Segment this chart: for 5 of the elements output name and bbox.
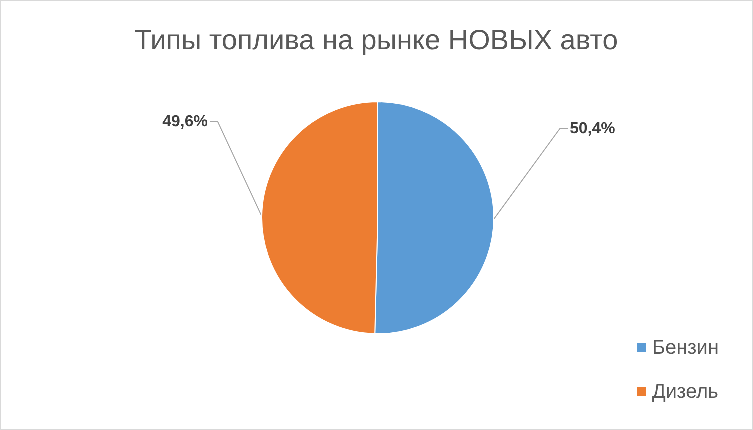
data-label: 50,4% — [570, 120, 616, 138]
legend-label: Дизель — [652, 381, 719, 403]
legend-label: Бензин — [652, 337, 720, 359]
data-label: 49,6% — [162, 114, 208, 130]
chart-title: Типы топлива на рынке НОВЫХ авто — [134, 24, 618, 56]
